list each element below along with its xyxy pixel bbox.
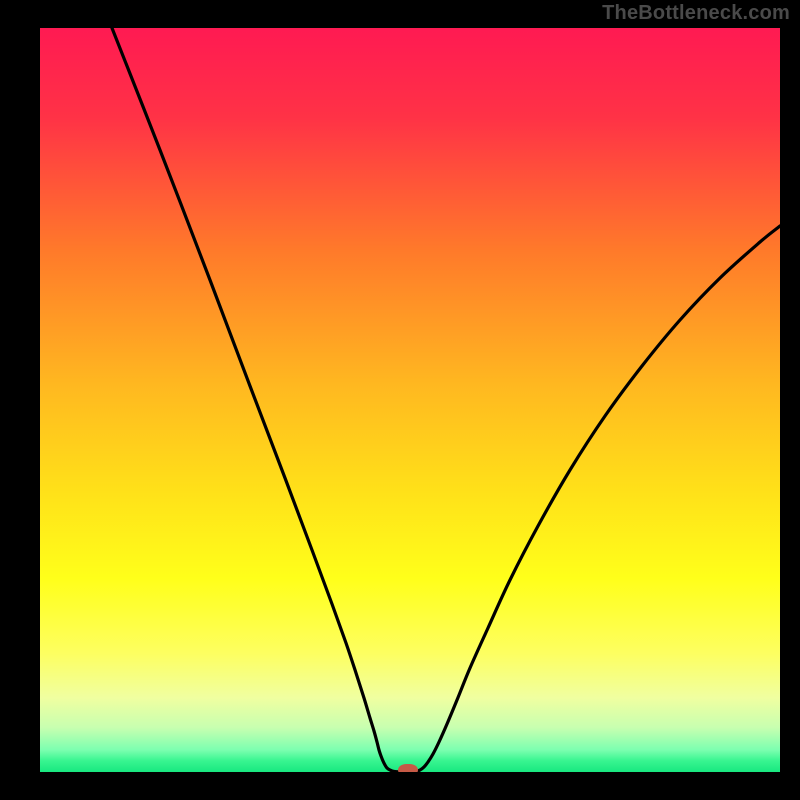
optimum-marker [398,764,418,776]
chart-canvas: TheBottleneck.com [0,0,800,800]
frame-left [0,0,40,800]
bottleneck-curve [40,28,780,772]
watermark-text: TheBottleneck.com [602,2,790,25]
plot-area [40,28,780,772]
frame-bottom [0,772,800,800]
frame-right [780,0,800,800]
